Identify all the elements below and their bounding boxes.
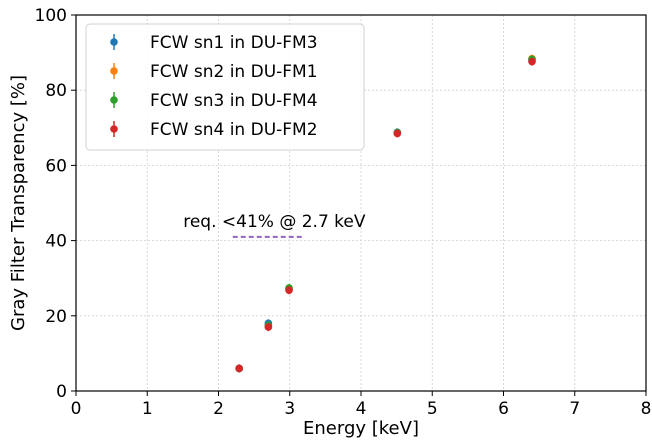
y-tick-label: 20 — [45, 307, 67, 327]
annotation-layer: req. <41% @ 2.7 keV — [183, 212, 366, 238]
x-tick-label: 8 — [641, 399, 652, 419]
data-point — [264, 323, 273, 331]
legend-marker — [110, 125, 118, 133]
y-tick-label: 100 — [35, 6, 67, 26]
y-axis-label: Gray Filter Transparency [%] — [8, 75, 29, 331]
x-tick-label: 2 — [213, 399, 224, 419]
legend-entry-label: FCW sn3 in DU-FM4 — [150, 91, 318, 111]
y-tick-label: 0 — [56, 382, 67, 402]
data-points — [235, 54, 536, 373]
y-tick-label: 40 — [45, 232, 67, 252]
legend-box — [85, 23, 365, 151]
x-tick-label: 7 — [569, 399, 580, 419]
legend: FCW sn1 in DU-FM3 FCW sn2 in DU-FM1 FCW sn… — [85, 23, 365, 151]
y-tick-label: 60 — [45, 156, 67, 176]
x-axis-label: Energy [keV] — [303, 418, 419, 439]
data-point — [285, 286, 293, 295]
x-tick-label: 5 — [427, 399, 438, 419]
data-point — [528, 57, 536, 66]
legend-entry-label: FCW sn1 in DU-FM3 — [150, 33, 318, 53]
legend-marker — [110, 96, 118, 104]
x-tick-label: 6 — [498, 399, 509, 419]
x-tick-label: 1 — [142, 399, 153, 419]
legend-entry-label: FCW sn4 in DU-FM2 — [150, 120, 318, 140]
legend-marker — [110, 67, 118, 75]
legend-marker — [110, 38, 118, 46]
legend-entry-label: FCW sn2 in DU-FM1 — [150, 62, 318, 82]
x-tick-label: 0 — [71, 399, 82, 419]
x-tick-label: 3 — [284, 399, 295, 419]
data-point — [393, 129, 402, 138]
data-point — [235, 364, 243, 373]
y-tick-label: 80 — [45, 81, 67, 101]
requirement-annotation-text: req. <41% @ 2.7 keV — [183, 212, 366, 232]
x-tick-label: 4 — [356, 399, 367, 419]
